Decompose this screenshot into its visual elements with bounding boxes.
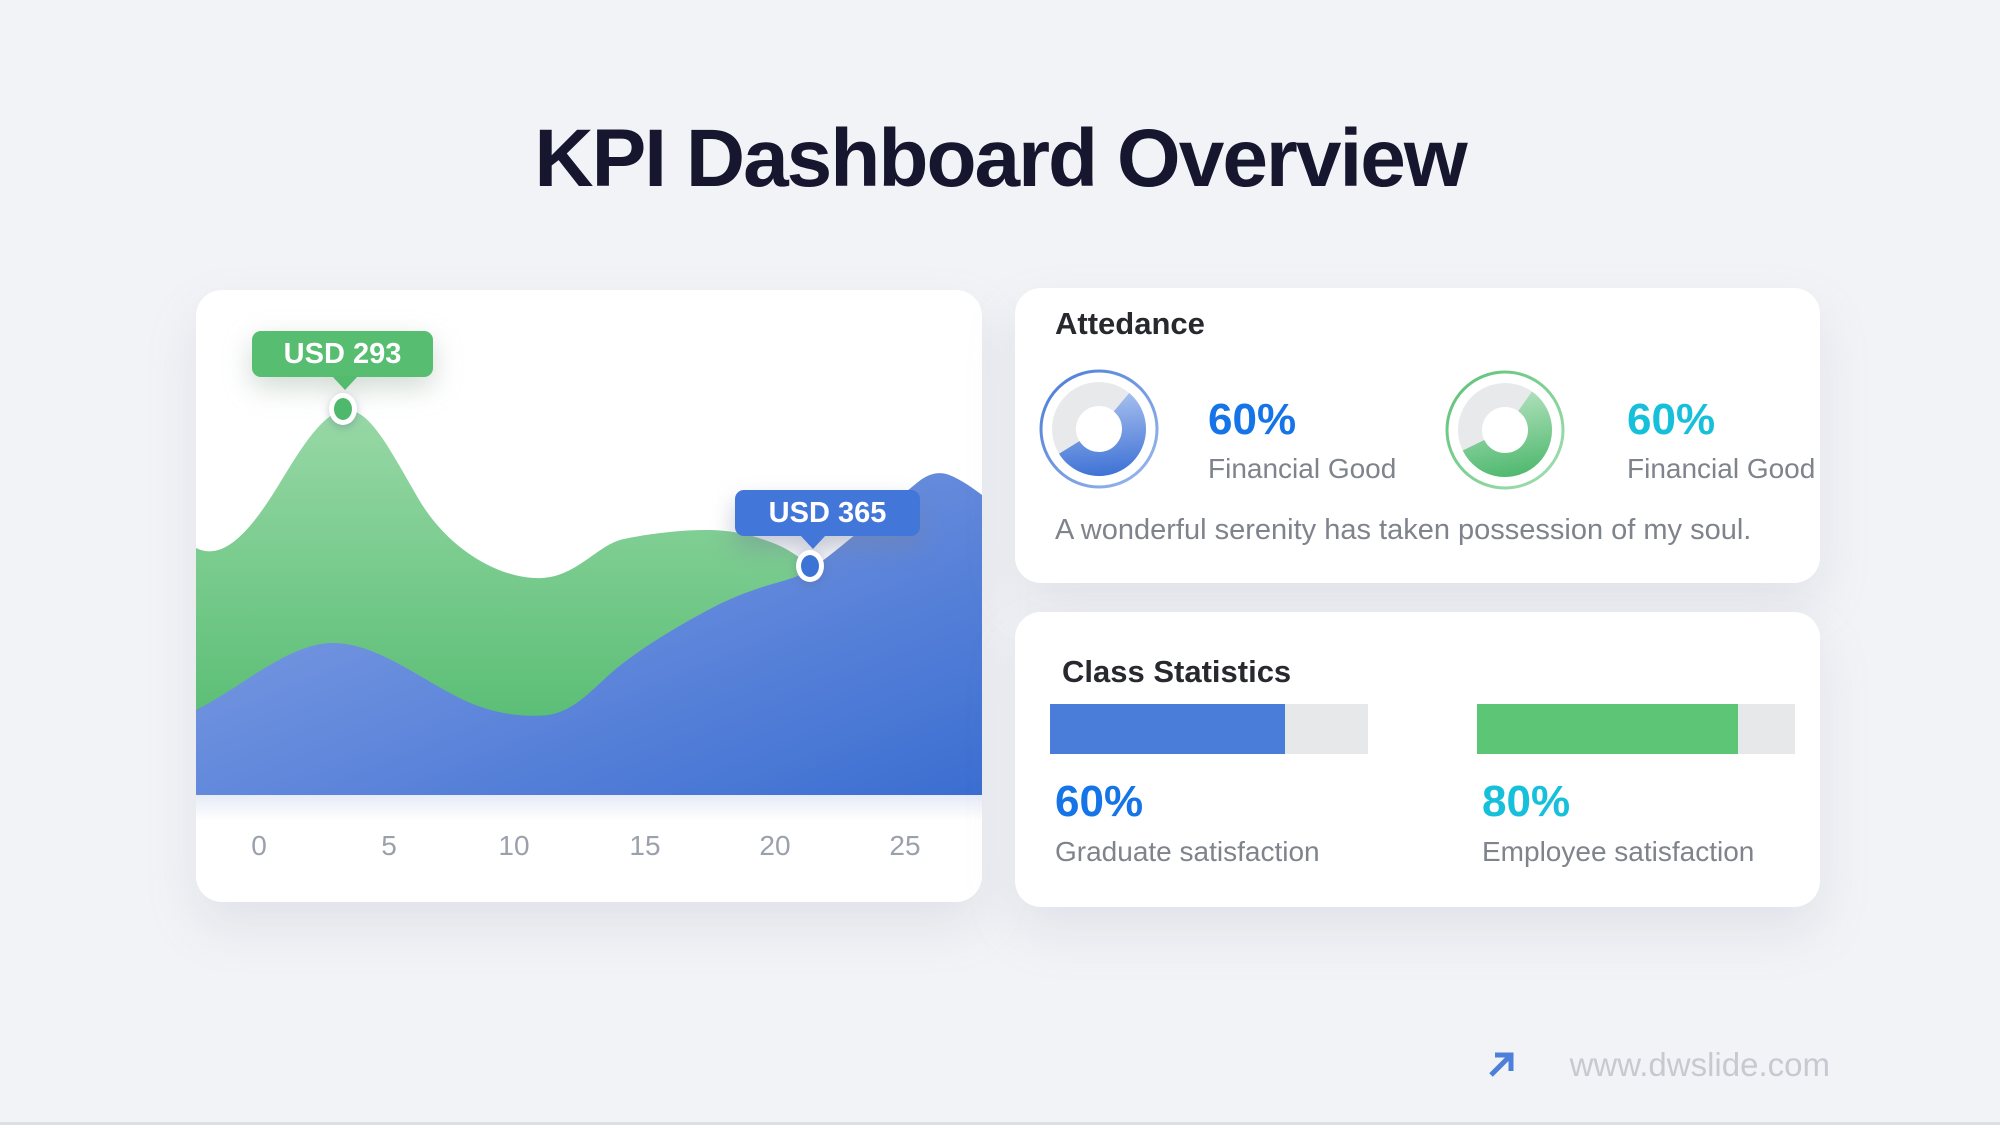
footer: www.dwslide.com bbox=[1484, 1046, 1830, 1084]
tooltip-pointer bbox=[332, 376, 358, 390]
progress-bar-graduate-fill bbox=[1050, 704, 1286, 754]
x-tick: 0 bbox=[251, 830, 267, 861]
attendance-value-1: 60% bbox=[1208, 395, 1297, 444]
attendance-label-2: Financial Good bbox=[1627, 453, 1816, 484]
attendance-value-2: 60% bbox=[1627, 395, 1716, 444]
x-tick: 5 bbox=[381, 830, 397, 861]
arrow-up-right-icon bbox=[1488, 1052, 1514, 1077]
graduate-value: 60% bbox=[1055, 777, 1144, 826]
progress-bar-employee bbox=[1477, 704, 1795, 754]
donut-arc bbox=[1458, 383, 1552, 477]
x-tick: 25 bbox=[889, 830, 921, 861]
donut-outer-ring bbox=[1039, 369, 1159, 489]
x-tick: 15 bbox=[629, 830, 661, 861]
graduate-label: Graduate satisfaction bbox=[1055, 836, 1320, 867]
employee-value: 80% bbox=[1482, 777, 1571, 826]
class-statistics-card: Class Statistics 60% Graduate satisfacti… bbox=[1015, 612, 1820, 907]
blue-data-point bbox=[796, 550, 824, 582]
x-tick: 20 bbox=[759, 830, 791, 861]
tooltip-usd-293: USD 293 bbox=[252, 331, 433, 390]
x-tick: 10 bbox=[498, 830, 530, 861]
tooltip-usd-293-label: USD 293 bbox=[283, 338, 402, 370]
area-chart-card: USD 293 USD 365 0 5 10 15 20 25 bbox=[196, 290, 982, 902]
donut-chart-green bbox=[1445, 370, 1565, 490]
page-title: KPI Dashboard Overview bbox=[534, 113, 1467, 204]
blue-area-series bbox=[196, 473, 982, 795]
green-data-point bbox=[329, 393, 357, 425]
attendance-label-1: Financial Good bbox=[1208, 453, 1397, 484]
x-axis: 0 5 10 15 20 25 bbox=[196, 830, 982, 870]
footer-url[interactable]: www.dwslide.com bbox=[1569, 1046, 1830, 1083]
tooltip-usd-365: USD 365 bbox=[735, 490, 920, 549]
donut-chart-blue bbox=[1039, 369, 1159, 489]
progress-bar-employee-fill bbox=[1477, 704, 1738, 754]
class-statistics-title: Class Statistics bbox=[1062, 654, 1292, 689]
chart-bottom-fade bbox=[196, 795, 982, 821]
area-chart bbox=[196, 410, 982, 795]
attendance-note: A wonderful serenity has taken possessio… bbox=[1055, 514, 1752, 546]
attendance-title: Attedance bbox=[1055, 306, 1205, 341]
progress-bar-graduate bbox=[1050, 704, 1368, 754]
tooltip-pointer bbox=[800, 535, 826, 549]
tooltip-usd-365-label: USD 365 bbox=[768, 497, 887, 529]
donut-outer-ring bbox=[1445, 370, 1565, 490]
attendance-card: Attedance 60% Financial Good 60% Fin bbox=[1015, 288, 1820, 583]
employee-label: Employee satisfaction bbox=[1482, 836, 1755, 867]
